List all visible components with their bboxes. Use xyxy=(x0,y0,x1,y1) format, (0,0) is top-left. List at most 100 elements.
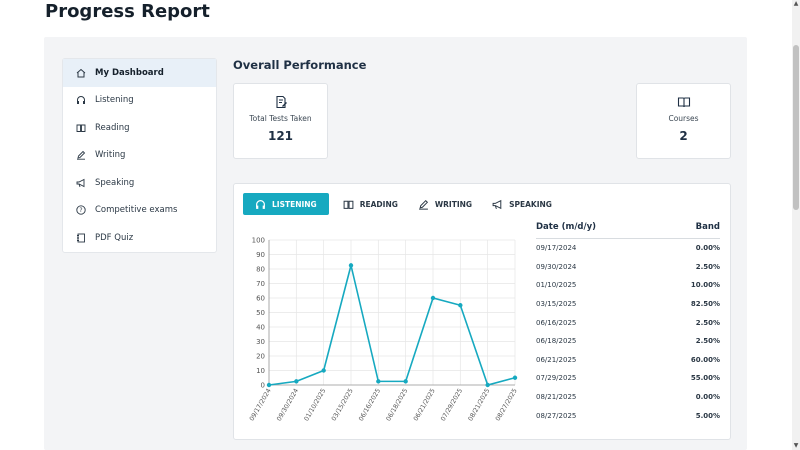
y-tick-label: 10 xyxy=(256,367,265,375)
sidebar-item-label: Speaking xyxy=(95,177,135,188)
sidebar-item-my-dashboard[interactable]: My Dashboard xyxy=(63,59,216,87)
sidebar-item-label: Reading xyxy=(95,122,130,133)
row-band: 0.00% xyxy=(695,244,720,253)
book-icon xyxy=(343,200,354,209)
row-date: 03/15/2025 xyxy=(536,300,577,309)
results-table: Date (m/d/y) Band 09/17/2024 0.00% 09/30/2… xyxy=(536,216,720,425)
x-tick-label: 09/30/2024 xyxy=(276,388,300,423)
band-line-chart: 0 10 20 30 40 50 60 70 80 90 100 09/17/2024 09/30/20… xyxy=(249,237,519,423)
table-header: Date (m/d/y) Band xyxy=(536,216,720,239)
notebook-icon xyxy=(73,232,89,244)
sidebar-item-listening[interactable]: Listening xyxy=(63,87,216,115)
table-row: 01/10/2025 10.00% xyxy=(536,276,720,295)
question-icon: ? xyxy=(73,204,89,216)
row-date: 06/16/2025 xyxy=(536,318,577,327)
total-tests-card: Total Tests Taken 121 xyxy=(233,83,328,159)
scroll-down-icon[interactable]: ▼ xyxy=(793,442,799,449)
y-tick-label: 40 xyxy=(256,324,265,332)
row-band: 60.00% xyxy=(690,355,720,364)
skill-tabs: LISTENING READING WRITING SPEAKING xyxy=(243,193,562,215)
data-point xyxy=(485,382,490,388)
data-point xyxy=(294,379,299,384)
row-date: 09/30/2024 xyxy=(536,262,577,271)
courses-card: Courses 2 xyxy=(636,83,731,159)
row-band: 2.50% xyxy=(695,318,720,327)
overall-performance-title: Overall Performance xyxy=(233,58,367,72)
x-tick-label: 06/18/2025 xyxy=(385,388,409,423)
row-date: 01/10/2025 xyxy=(536,281,577,290)
sidebar-item-label: Listening xyxy=(95,95,134,106)
sidebar-item-speaking[interactable]: Speaking xyxy=(63,169,216,197)
y-tick-label: 100 xyxy=(252,237,265,245)
data-point xyxy=(512,375,518,380)
row-band: 5.00% xyxy=(695,411,720,420)
x-tick-label: 06/16/2025 xyxy=(358,388,382,423)
x-tick-label: 08/21/2025 xyxy=(467,388,491,423)
x-tick-label: 03/15/2025 xyxy=(331,388,355,423)
document-edit-icon xyxy=(234,94,327,110)
page-title: Progress Report xyxy=(45,1,210,22)
row-date: 09/17/2024 xyxy=(536,244,577,253)
row-date: 06/18/2025 xyxy=(536,337,577,346)
data-point xyxy=(321,368,326,373)
svg-text:?: ? xyxy=(79,207,82,214)
tab-label: LISTENING xyxy=(272,199,317,209)
x-tick-label: 01/10/2025 xyxy=(303,388,327,423)
y-tick-label: 30 xyxy=(256,338,265,346)
data-point xyxy=(376,379,381,384)
row-date: 08/27/2025 xyxy=(536,411,577,420)
sidebar-item-label: PDF Quiz xyxy=(95,232,134,243)
row-band: 2.50% xyxy=(695,337,720,346)
sidebar-item-label: Writing xyxy=(95,150,126,161)
sidebar-item-label: Competitive exams xyxy=(95,205,178,216)
open-book-icon xyxy=(637,94,730,110)
table-row: 07/29/2025 55.00% xyxy=(536,369,720,388)
series-line xyxy=(268,265,516,386)
row-band: 55.00% xyxy=(690,374,720,383)
data-point xyxy=(403,379,408,384)
tab-label: WRITING xyxy=(434,199,473,209)
table-row: 03/15/2025 82.50% xyxy=(536,295,720,314)
row-band: 10.00% xyxy=(690,281,720,290)
data-point xyxy=(430,295,436,301)
sidebar-item-pdf-quiz[interactable]: PDF Quiz xyxy=(63,224,216,252)
tab-speaking[interactable]: SPEAKING xyxy=(482,193,562,215)
sidebar: My Dashboard Listening Reading Writing S… xyxy=(62,58,217,253)
sidebar-item-competitive-exams[interactable]: ? Competitive exams xyxy=(63,197,216,225)
band-column-header: Band xyxy=(695,222,720,232)
row-date: 08/21/2025 xyxy=(536,393,577,402)
y-tick-label: 20 xyxy=(256,353,265,361)
row-band: 82.50% xyxy=(690,300,720,309)
stat-value: 121 xyxy=(267,129,294,143)
stat-label: Total Tests Taken xyxy=(249,114,312,123)
row-band: 0.00% xyxy=(695,393,720,402)
table-row: 06/16/2025 2.50% xyxy=(536,313,720,332)
scroll-thumb[interactable] xyxy=(793,45,799,210)
x-tick-label: 09/17/2024 xyxy=(249,388,273,423)
results-card: LISTENING READING WRITING SPEAKING 0 10 20… xyxy=(233,183,731,440)
tab-reading[interactable]: READING xyxy=(333,193,408,215)
tab-label: SPEAKING xyxy=(509,199,552,209)
megaphone-icon xyxy=(492,199,502,209)
sidebar-item-writing[interactable]: Writing xyxy=(63,142,216,170)
table-row: 08/27/2025 5.00% xyxy=(536,406,720,425)
table-row: 06/21/2025 60.00% xyxy=(536,351,720,370)
tab-writing[interactable]: WRITING xyxy=(408,193,482,215)
table-row: 06/18/2025 2.50% xyxy=(536,332,720,351)
data-point xyxy=(458,303,463,308)
home-icon xyxy=(73,67,89,79)
tab-listening[interactable]: LISTENING xyxy=(243,193,329,215)
stat-label: Courses xyxy=(668,114,699,123)
data-point xyxy=(348,263,354,268)
page-scrollbar[interactable]: ▲ ▼ xyxy=(792,0,800,450)
scroll-up-icon[interactable]: ▲ xyxy=(793,0,799,7)
x-tick-label: 06/21/2025 xyxy=(413,388,437,423)
y-tick-label: 80 xyxy=(256,266,265,274)
data-point xyxy=(266,382,272,388)
date-column-header: Date (m/d/y) xyxy=(536,222,597,232)
y-tick-label: 70 xyxy=(256,280,265,288)
y-tick-label: 90 xyxy=(256,251,265,259)
pen-icon xyxy=(418,199,428,210)
sidebar-item-reading[interactable]: Reading xyxy=(63,114,216,142)
row-band: 2.50% xyxy=(695,262,720,271)
